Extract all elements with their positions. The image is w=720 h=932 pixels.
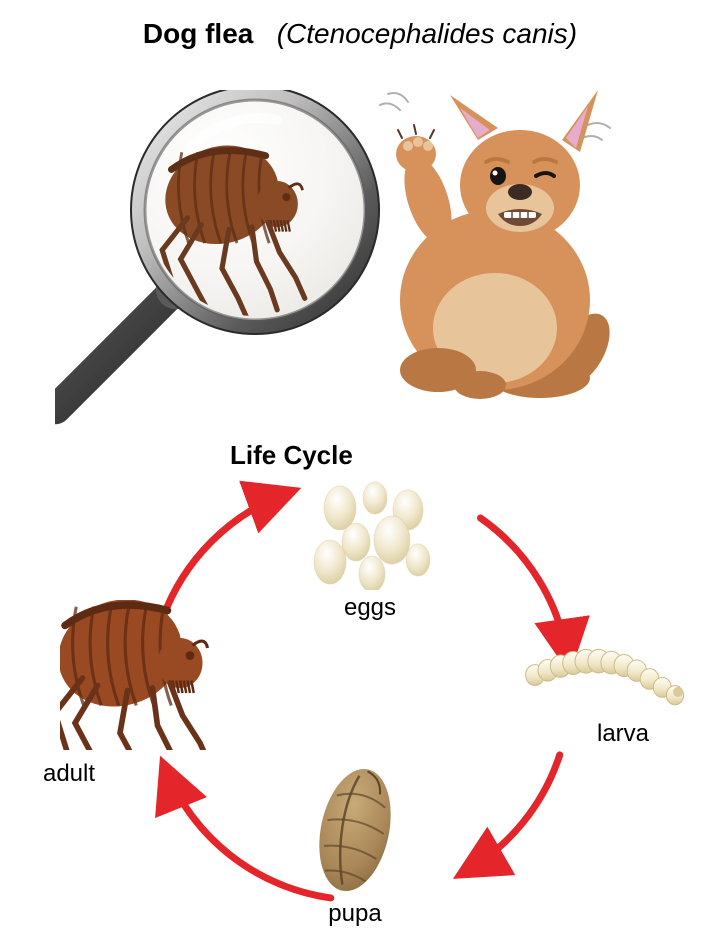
stage-adult-label: adult bbox=[24, 760, 114, 788]
stage-larva-label: larva bbox=[578, 720, 668, 748]
stage-pupa-label: pupa bbox=[310, 900, 400, 928]
stage-eggs-label: eggs bbox=[330, 594, 410, 622]
stage-larva-illustration bbox=[520, 640, 690, 710]
diagram-canvas: Dog flea (Ctenocephalides canis) bbox=[0, 0, 720, 932]
stage-pupa-illustration bbox=[300, 760, 410, 900]
stage-eggs-illustration bbox=[300, 480, 450, 590]
stage-adult-illustration bbox=[60, 600, 230, 750]
